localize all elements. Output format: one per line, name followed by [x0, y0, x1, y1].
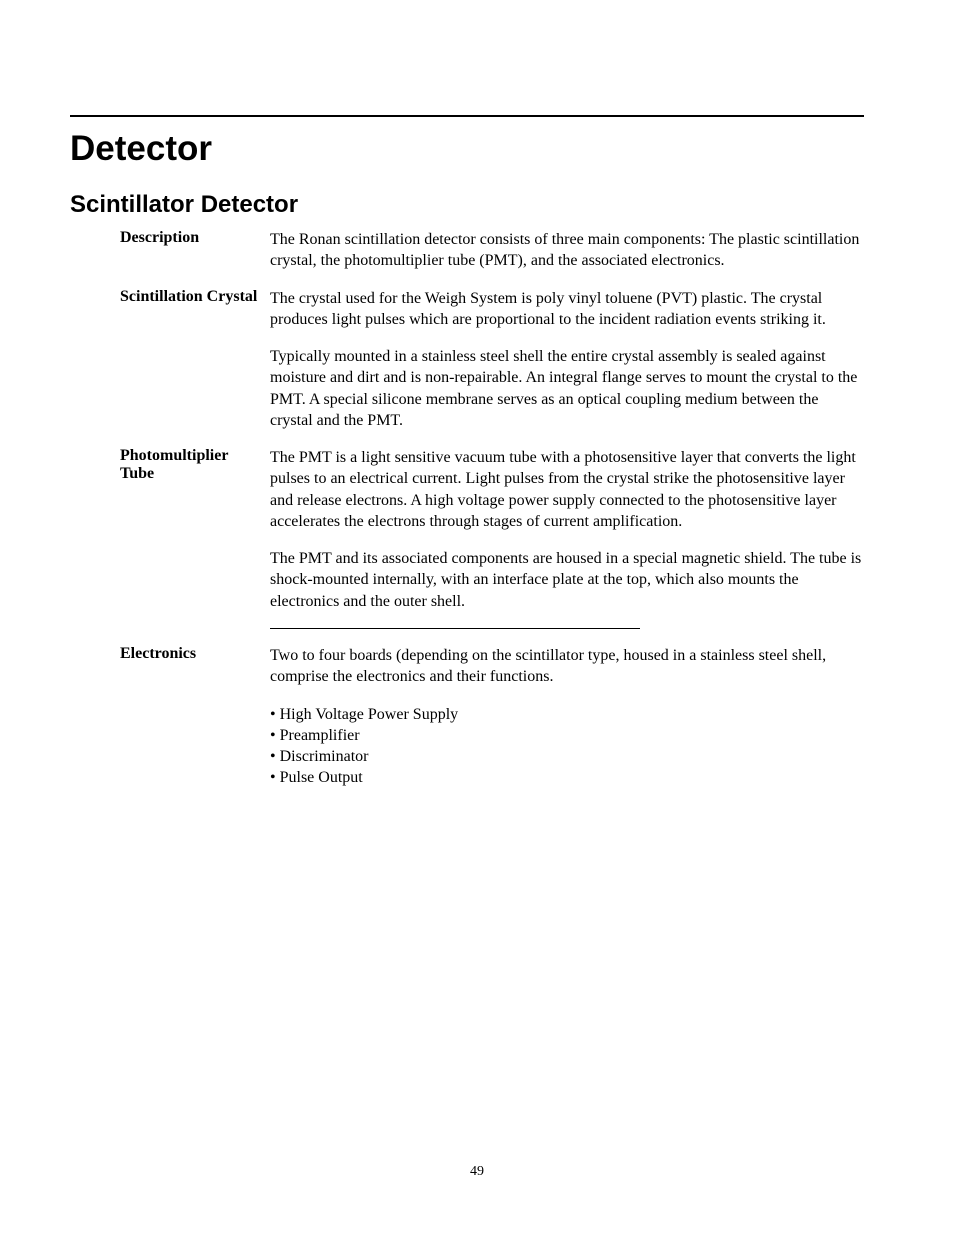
paragraph: The PMT is a light sensitive vacuum tube… — [270, 447, 864, 532]
document-page: Detector Scintillator Detector Descripti… — [0, 0, 954, 1235]
page-subtitle: Scintillator Detector — [70, 191, 864, 219]
label-col: Electronics — [70, 645, 270, 663]
list-item: High Voltage Power Supply — [270, 704, 864, 725]
body-col: Two to four boards (depending on the sci… — [270, 645, 864, 789]
paragraph: The PMT and its associated components ar… — [270, 548, 864, 612]
bullet-list: High Voltage Power Supply Preamplifier D… — [270, 704, 864, 789]
paragraph: The Ronan scintillation detector consist… — [270, 229, 864, 272]
paragraph: Typically mounted in a stainless steel s… — [270, 346, 864, 431]
section-crystal: Scintillation Crystal The crystal used f… — [70, 288, 864, 432]
paragraph: Two to four boards (depending on the sci… — [270, 645, 864, 688]
section-label: Electronics — [120, 645, 196, 662]
label-col: Scintillation Crystal — [70, 288, 270, 306]
section-divider — [270, 628, 640, 629]
page-title: Detector — [70, 129, 864, 169]
label-col: Description — [70, 229, 270, 247]
body-col: The Ronan scintillation detector consist… — [270, 229, 864, 272]
top-divider — [70, 115, 864, 117]
page-number: 49 — [0, 1164, 954, 1180]
section-electronics: Electronics Two to four boards (dependin… — [70, 645, 864, 789]
section-description: Description The Ronan scintillation dete… — [70, 229, 864, 272]
body-col: The PMT is a light sensitive vacuum tube… — [270, 447, 864, 629]
section-label: Description — [120, 229, 199, 246]
section-label: Photomultiplier Tube — [120, 447, 228, 482]
section-label: Scintillation Crystal — [120, 288, 257, 305]
body-col: The crystal used for the Weigh System is… — [270, 288, 864, 432]
list-item: Pulse Output — [270, 767, 864, 788]
list-item: Preamplifier — [270, 725, 864, 746]
label-col: Photomultiplier Tube — [70, 447, 270, 483]
list-item: Discriminator — [270, 746, 864, 767]
paragraph: The crystal used for the Weigh System is… — [270, 288, 864, 331]
section-pmt: Photomultiplier Tube The PMT is a light … — [70, 447, 864, 629]
